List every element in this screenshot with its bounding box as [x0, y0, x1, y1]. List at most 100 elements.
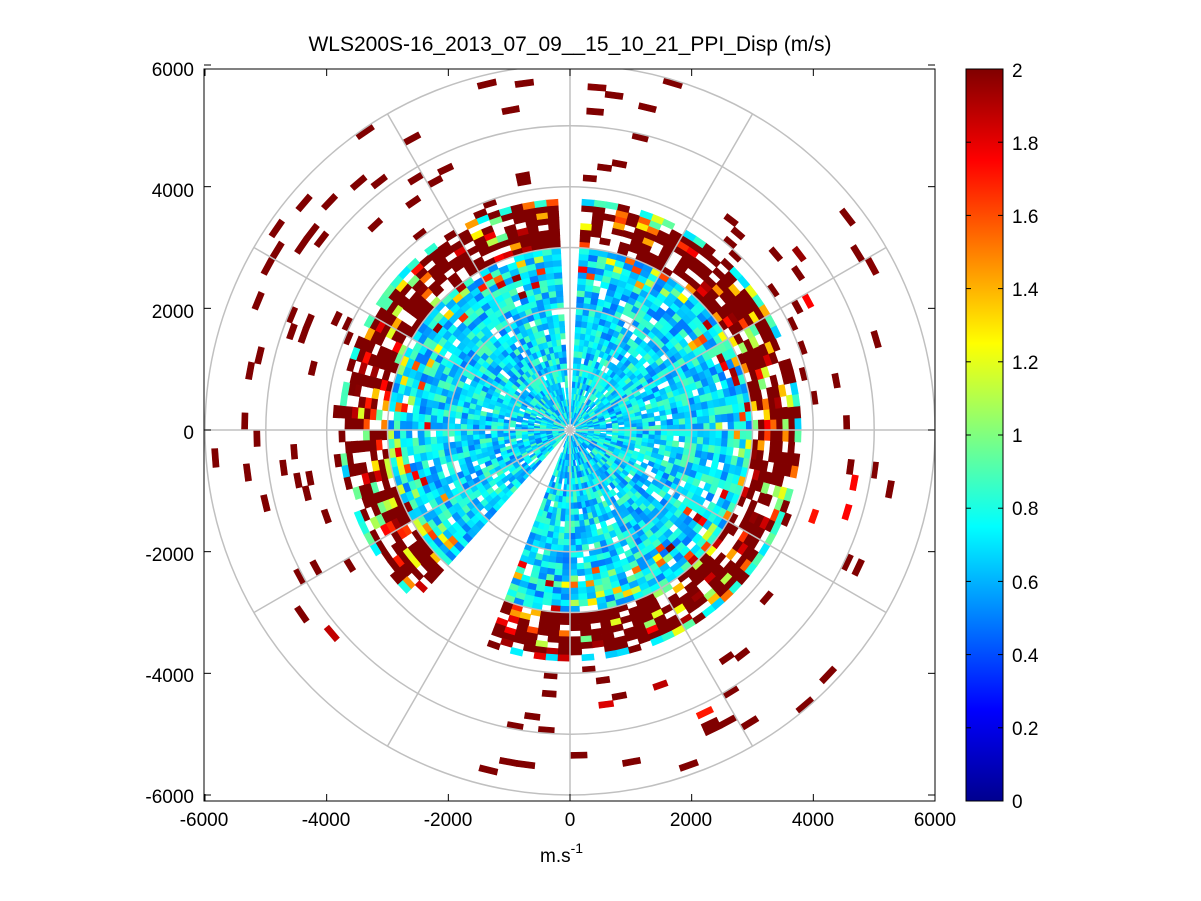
ppi-cell — [580, 641, 594, 650]
ppi-cell — [569, 587, 579, 595]
ppi-cell — [557, 654, 571, 662]
ppi-cell — [636, 433, 644, 438]
ppi-cell — [423, 422, 431, 431]
ppi-cell — [554, 283, 564, 292]
x-tick-label: -2000 — [424, 810, 473, 831]
ppi-cell — [569, 751, 588, 759]
ppi-cell — [571, 387, 575, 395]
ppi-cell — [412, 404, 421, 415]
ppi-cell — [541, 689, 557, 698]
ppi-cell — [551, 259, 562, 267]
ppi-cell — [697, 422, 705, 431]
ppi-cell — [587, 83, 607, 92]
ppi-cell — [569, 532, 577, 540]
ppi-cell — [362, 418, 370, 431]
ppi-cell — [472, 429, 480, 436]
ppi-cell — [344, 441, 353, 454]
ppi-cell — [555, 513, 562, 522]
ppi-cell — [551, 253, 562, 261]
ppi-cell — [564, 526, 571, 534]
ppi-cell — [399, 429, 407, 440]
ppi-cell — [502, 422, 510, 428]
ppi-cell — [726, 437, 735, 448]
ppi-cell — [672, 429, 680, 437]
ppi-cell — [369, 408, 377, 421]
ppi-cell — [393, 429, 401, 440]
ppi-cell — [574, 326, 582, 334]
ppi-cell — [666, 424, 674, 431]
ppi-cell — [587, 597, 598, 606]
ppi-cell — [435, 422, 443, 431]
ppi-cell — [290, 443, 299, 460]
ppi-cell — [405, 429, 413, 439]
ppi-cell — [579, 617, 591, 625]
ppi-cell — [570, 405, 573, 413]
ppi-cell — [350, 418, 358, 431]
ppi-cell — [586, 107, 605, 116]
ppi-cell — [369, 439, 377, 452]
colorbar-tick-label: 0.4 — [1012, 646, 1039, 667]
ppi-cell — [618, 241, 631, 251]
ppi-cell — [569, 624, 581, 632]
ppi-cell — [720, 413, 729, 423]
ppi-cell — [788, 429, 796, 443]
ppi-cell — [770, 429, 778, 442]
ppi-cell — [460, 429, 468, 437]
ppi-cell — [733, 420, 741, 431]
ppi-cell — [553, 277, 563, 286]
ppi-cell — [764, 429, 772, 441]
ppi-cell — [405, 437, 414, 448]
x-axis-label-superscript: -1 — [571, 840, 584, 856]
ppi-cell — [560, 599, 571, 607]
ppi-cell — [720, 437, 729, 447]
ppi-cell — [460, 423, 468, 431]
ppi-cell — [211, 448, 220, 468]
ppi-cell — [460, 435, 468, 442]
ppi-cell — [739, 420, 747, 431]
ppi-cell — [569, 599, 580, 607]
y-tick-label: -4000 — [145, 666, 194, 687]
ppi-cell — [708, 414, 717, 424]
ppi-cell — [356, 418, 364, 431]
ppi-cell — [726, 412, 735, 423]
ppi-cell — [478, 420, 486, 426]
ppi-cell — [672, 423, 680, 431]
data-cells — [211, 77, 895, 776]
ppi-cell — [733, 429, 741, 440]
ppi-cell — [565, 393, 569, 401]
ppi-cell — [580, 223, 592, 231]
ppi-cell — [555, 289, 564, 298]
ppi-cell — [769, 408, 777, 420]
ppi-cell — [745, 429, 753, 440]
ppi-cell — [368, 429, 376, 441]
ppi-cell — [576, 296, 585, 304]
ppi-cell — [666, 434, 674, 442]
ppi-cell — [241, 412, 249, 431]
ppi-cell — [573, 508, 580, 516]
ppi-cell — [703, 429, 711, 438]
ppi-cell — [571, 381, 576, 388]
ppi-cell — [574, 332, 581, 340]
ppi-cell — [407, 395, 416, 406]
ppi-cell — [739, 429, 747, 440]
ppi-cell — [563, 538, 571, 546]
ppi-cell — [574, 526, 582, 534]
ppi-cell — [573, 344, 580, 352]
ppi-cell — [793, 405, 802, 419]
ppi-cell — [561, 575, 571, 583]
ppi-cell — [405, 412, 414, 423]
ppi-cell — [580, 320, 588, 329]
ppi-cell — [575, 532, 582, 540]
ppi-cell — [591, 285, 601, 294]
ppi-cell — [338, 429, 346, 443]
ppi-cell — [411, 413, 420, 423]
ppi-cell — [787, 441, 796, 454]
ppi-cell — [591, 639, 605, 649]
ppi-cell — [454, 435, 462, 443]
ppi-cell — [685, 423, 693, 431]
colorbar-tick-label: 0 — [1012, 792, 1023, 813]
ppi-cell — [552, 265, 563, 274]
ppi-cell — [589, 615, 601, 624]
ppi-cell — [561, 581, 571, 589]
ppi-cell — [553, 580, 563, 589]
